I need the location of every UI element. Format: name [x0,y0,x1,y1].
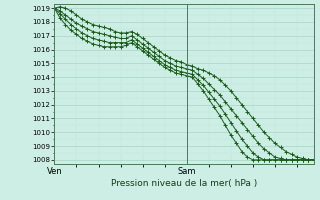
X-axis label: Pression niveau de la mer( hPa ): Pression niveau de la mer( hPa ) [111,179,257,188]
